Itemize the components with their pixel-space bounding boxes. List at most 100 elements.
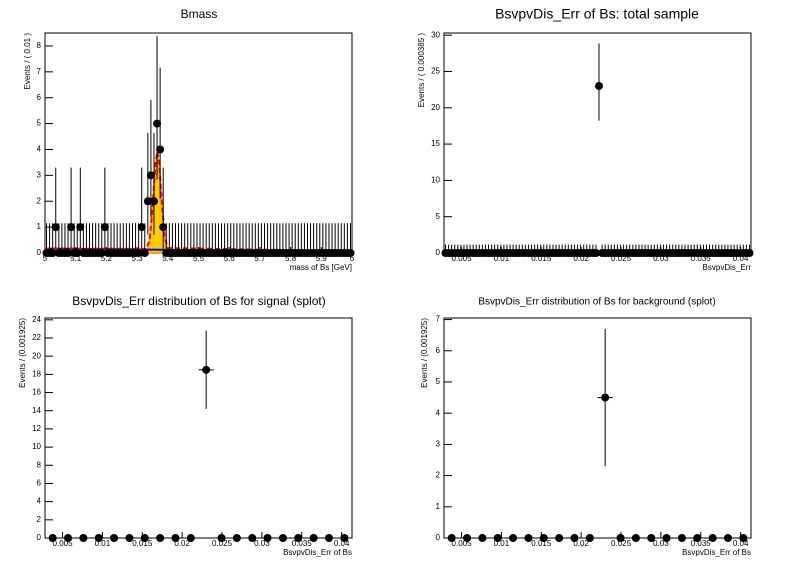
y-axis-label: Events / ( 0.01 ) (23, 33, 32, 90)
y-tick-label: 15 (431, 139, 440, 148)
data-point (340, 534, 349, 542)
data-point (64, 249, 73, 257)
data-point (585, 534, 594, 542)
data-point (539, 534, 548, 542)
y-tick-label: 30 (431, 30, 440, 39)
x-tick-label: 5 (43, 254, 48, 263)
x-tick-label: 0.03 (653, 254, 669, 263)
chart-title: BsvpvDis_Err distribution of Bs for sign… (72, 294, 325, 308)
data-point (524, 534, 533, 542)
data-point (677, 534, 686, 542)
data-point (745, 249, 754, 257)
data-point (137, 223, 146, 232)
data-point (739, 534, 748, 542)
data-point (631, 534, 640, 542)
data-point (153, 119, 162, 128)
data-point (156, 534, 165, 542)
x-tick-label: 5.6 (224, 254, 236, 263)
fit-curve (44, 151, 353, 253)
data-point (263, 534, 272, 542)
data-point (647, 534, 656, 542)
y-tick-label: 25 (431, 67, 440, 76)
y-tick-label: 6 (37, 93, 42, 102)
data-point (79, 534, 88, 542)
y-tick-label: 7 (436, 315, 441, 324)
y-tick-label: 6 (436, 346, 441, 355)
y-axis-label: Events / (0.001925) (18, 318, 27, 388)
data-point (140, 249, 149, 257)
y-tick-label: 4 (436, 408, 441, 417)
data-point (171, 534, 180, 542)
data-point (324, 534, 333, 542)
x-tick-label: 0.015 (531, 254, 552, 263)
data-point (478, 534, 487, 542)
data-point (616, 534, 625, 542)
y-tick-label: 4 (37, 145, 42, 154)
data-point (493, 534, 502, 542)
x-tick-label: 0.005 (452, 539, 473, 548)
data-point (217, 534, 226, 542)
y-tick-label: 0 (37, 248, 42, 257)
frame (443, 317, 752, 539)
x-tick-label: 5.5 (193, 254, 205, 263)
data-point (110, 534, 119, 542)
data-point (48, 249, 57, 257)
y-tick-label: 5 (436, 212, 441, 221)
x-tick-label: 0.03 (254, 539, 270, 548)
data-point (570, 534, 579, 542)
data-point (159, 223, 168, 232)
y-tick-label: 14 (32, 406, 41, 415)
data-point (662, 534, 671, 542)
data-point (73, 249, 82, 257)
y-tick-label: 2 (37, 515, 42, 524)
data-point (723, 534, 732, 542)
data-point (708, 534, 717, 542)
frame (443, 32, 752, 254)
y-tick-label: 5 (436, 377, 441, 386)
chart-title: Bmass (181, 7, 218, 21)
data-point (140, 534, 149, 542)
x-axis-label: BsvpvDis_Err of Bs (283, 548, 352, 557)
x-tick-label: 5.1 (70, 254, 82, 263)
x-axis-label: BsvpvDis_Err of Bs (682, 548, 751, 557)
data-point (447, 534, 456, 542)
y-tick-label: 10 (431, 176, 440, 185)
frame (44, 317, 353, 539)
x-tick-label: 0.005 (452, 254, 473, 263)
x-tick-label: 0.015 (132, 539, 153, 548)
data-point (156, 145, 165, 154)
data-point (248, 534, 257, 542)
y-tick-label: 3 (37, 170, 42, 179)
y-tick-label: 8 (37, 460, 42, 469)
x-tick-label: 0.02 (174, 539, 190, 548)
data-point (146, 171, 155, 180)
data-point (346, 249, 355, 257)
data-point (67, 223, 76, 232)
chart-title: BsvpvDis_Err of Bs: total sample (495, 6, 699, 22)
x-tick-label: 0.005 (53, 539, 74, 548)
data-point (509, 534, 518, 542)
data-point (143, 197, 152, 206)
data-point (97, 249, 106, 257)
x-tick-label: 0.02 (573, 539, 589, 548)
x-tick-label: 0.015 (531, 539, 552, 548)
data-point (100, 223, 109, 232)
x-tick-label: 6 (350, 254, 355, 263)
y-tick-label: 20 (32, 351, 41, 360)
x-tick-label: 0.01 (494, 254, 510, 263)
data-point (51, 223, 60, 232)
x-tick-label: 0.025 (611, 539, 632, 548)
data-point (463, 534, 472, 542)
data-point (64, 534, 73, 542)
x-tick-label: 0.035 (292, 539, 313, 548)
x-tick-label: 0.04 (334, 539, 350, 548)
y-tick-label: 24 (32, 315, 41, 324)
data-point (134, 249, 143, 257)
frame (44, 32, 353, 254)
data-point (202, 365, 211, 374)
data-point (555, 534, 564, 542)
data-point (232, 534, 241, 542)
y-axis-label: Events / ( 0.000385 ) (417, 33, 426, 108)
x-tick-label: 5.7 (254, 254, 266, 263)
y-tick-label: 2 (436, 471, 441, 480)
